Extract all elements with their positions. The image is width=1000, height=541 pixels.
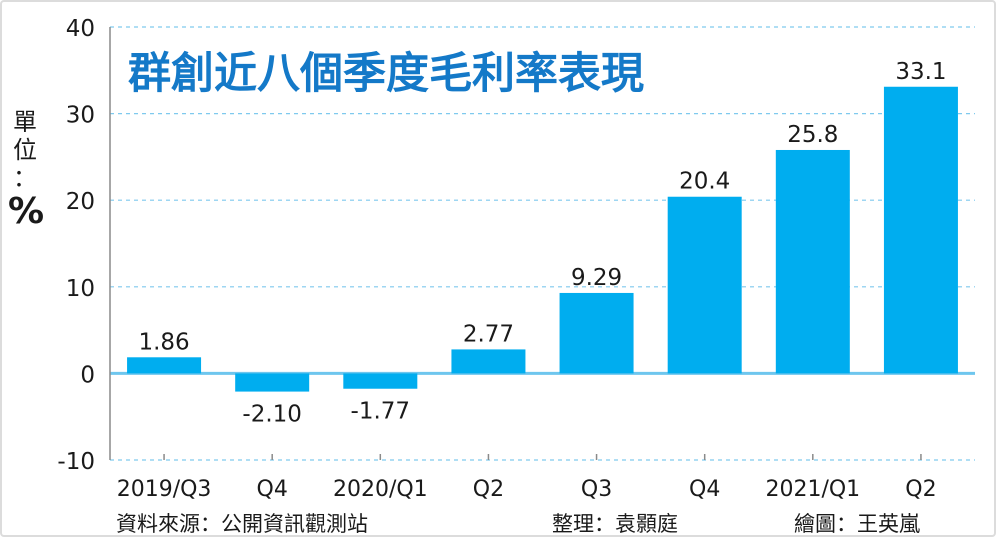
illustrator-credit: 繪圖：王英嵐 [794, 512, 920, 536]
data-label: -1.77 [351, 399, 411, 425]
bar [559, 292, 634, 374]
y-tick-label: 20 [66, 189, 95, 215]
x-tick-label: Q4 [689, 477, 720, 502]
bar [883, 86, 958, 374]
x-tick-label: Q2 [905, 477, 936, 502]
bar [667, 196, 742, 374]
y-tick-label: 40 [66, 16, 95, 42]
data-label: 9.29 [571, 265, 622, 291]
data-label: 20.4 [679, 169, 730, 195]
y-tick-label: 30 [66, 103, 95, 129]
bars [127, 86, 958, 392]
data-label: 1.86 [138, 329, 189, 355]
axis-ticks: -10 0 10 20 30 40 2019/Q3 Q4 2020/Q1 Q2 Q3 Q4 2021/Q… [57, 16, 936, 502]
unit-label: 單 位 ： % [8, 108, 45, 232]
unit-char-2: 位 [13, 136, 37, 164]
data-label: -2.10 [242, 402, 302, 428]
x-tick-label: 2019/Q3 [117, 477, 212, 502]
y-tick-label: 10 [66, 276, 95, 302]
chart-title: 群創近八個季度毛利率表現 [128, 49, 644, 99]
bar [343, 373, 418, 389]
x-tick-label: 2020/Q1 [333, 477, 428, 502]
unit-symbol: % [8, 191, 45, 232]
bar [451, 349, 526, 374]
unit-char-1: 單 [13, 108, 37, 136]
x-tick-label: Q3 [581, 477, 612, 502]
editor-credit: 整理：袁顥庭 [552, 512, 678, 536]
bar [775, 149, 850, 374]
data-label: 33.1 [895, 59, 946, 85]
bar [127, 357, 202, 374]
source-credit: 資料來源：公開資訊觀測站 [116, 512, 368, 536]
bar [235, 373, 310, 392]
data-label: 2.77 [463, 321, 514, 347]
data-label: 25.8 [787, 122, 838, 148]
x-tick-label: Q2 [473, 477, 504, 502]
unit-char-3: ： [13, 164, 37, 192]
x-tick-label: 2021/Q1 [765, 477, 860, 502]
y-tick-label: -10 [57, 449, 95, 475]
data-labels: 1.86 -2.10 -1.77 2.77 9.29 20.4 25.8 33.1 [138, 59, 946, 428]
x-tick-label: Q4 [257, 477, 288, 502]
y-tick-label: 0 [80, 362, 95, 388]
